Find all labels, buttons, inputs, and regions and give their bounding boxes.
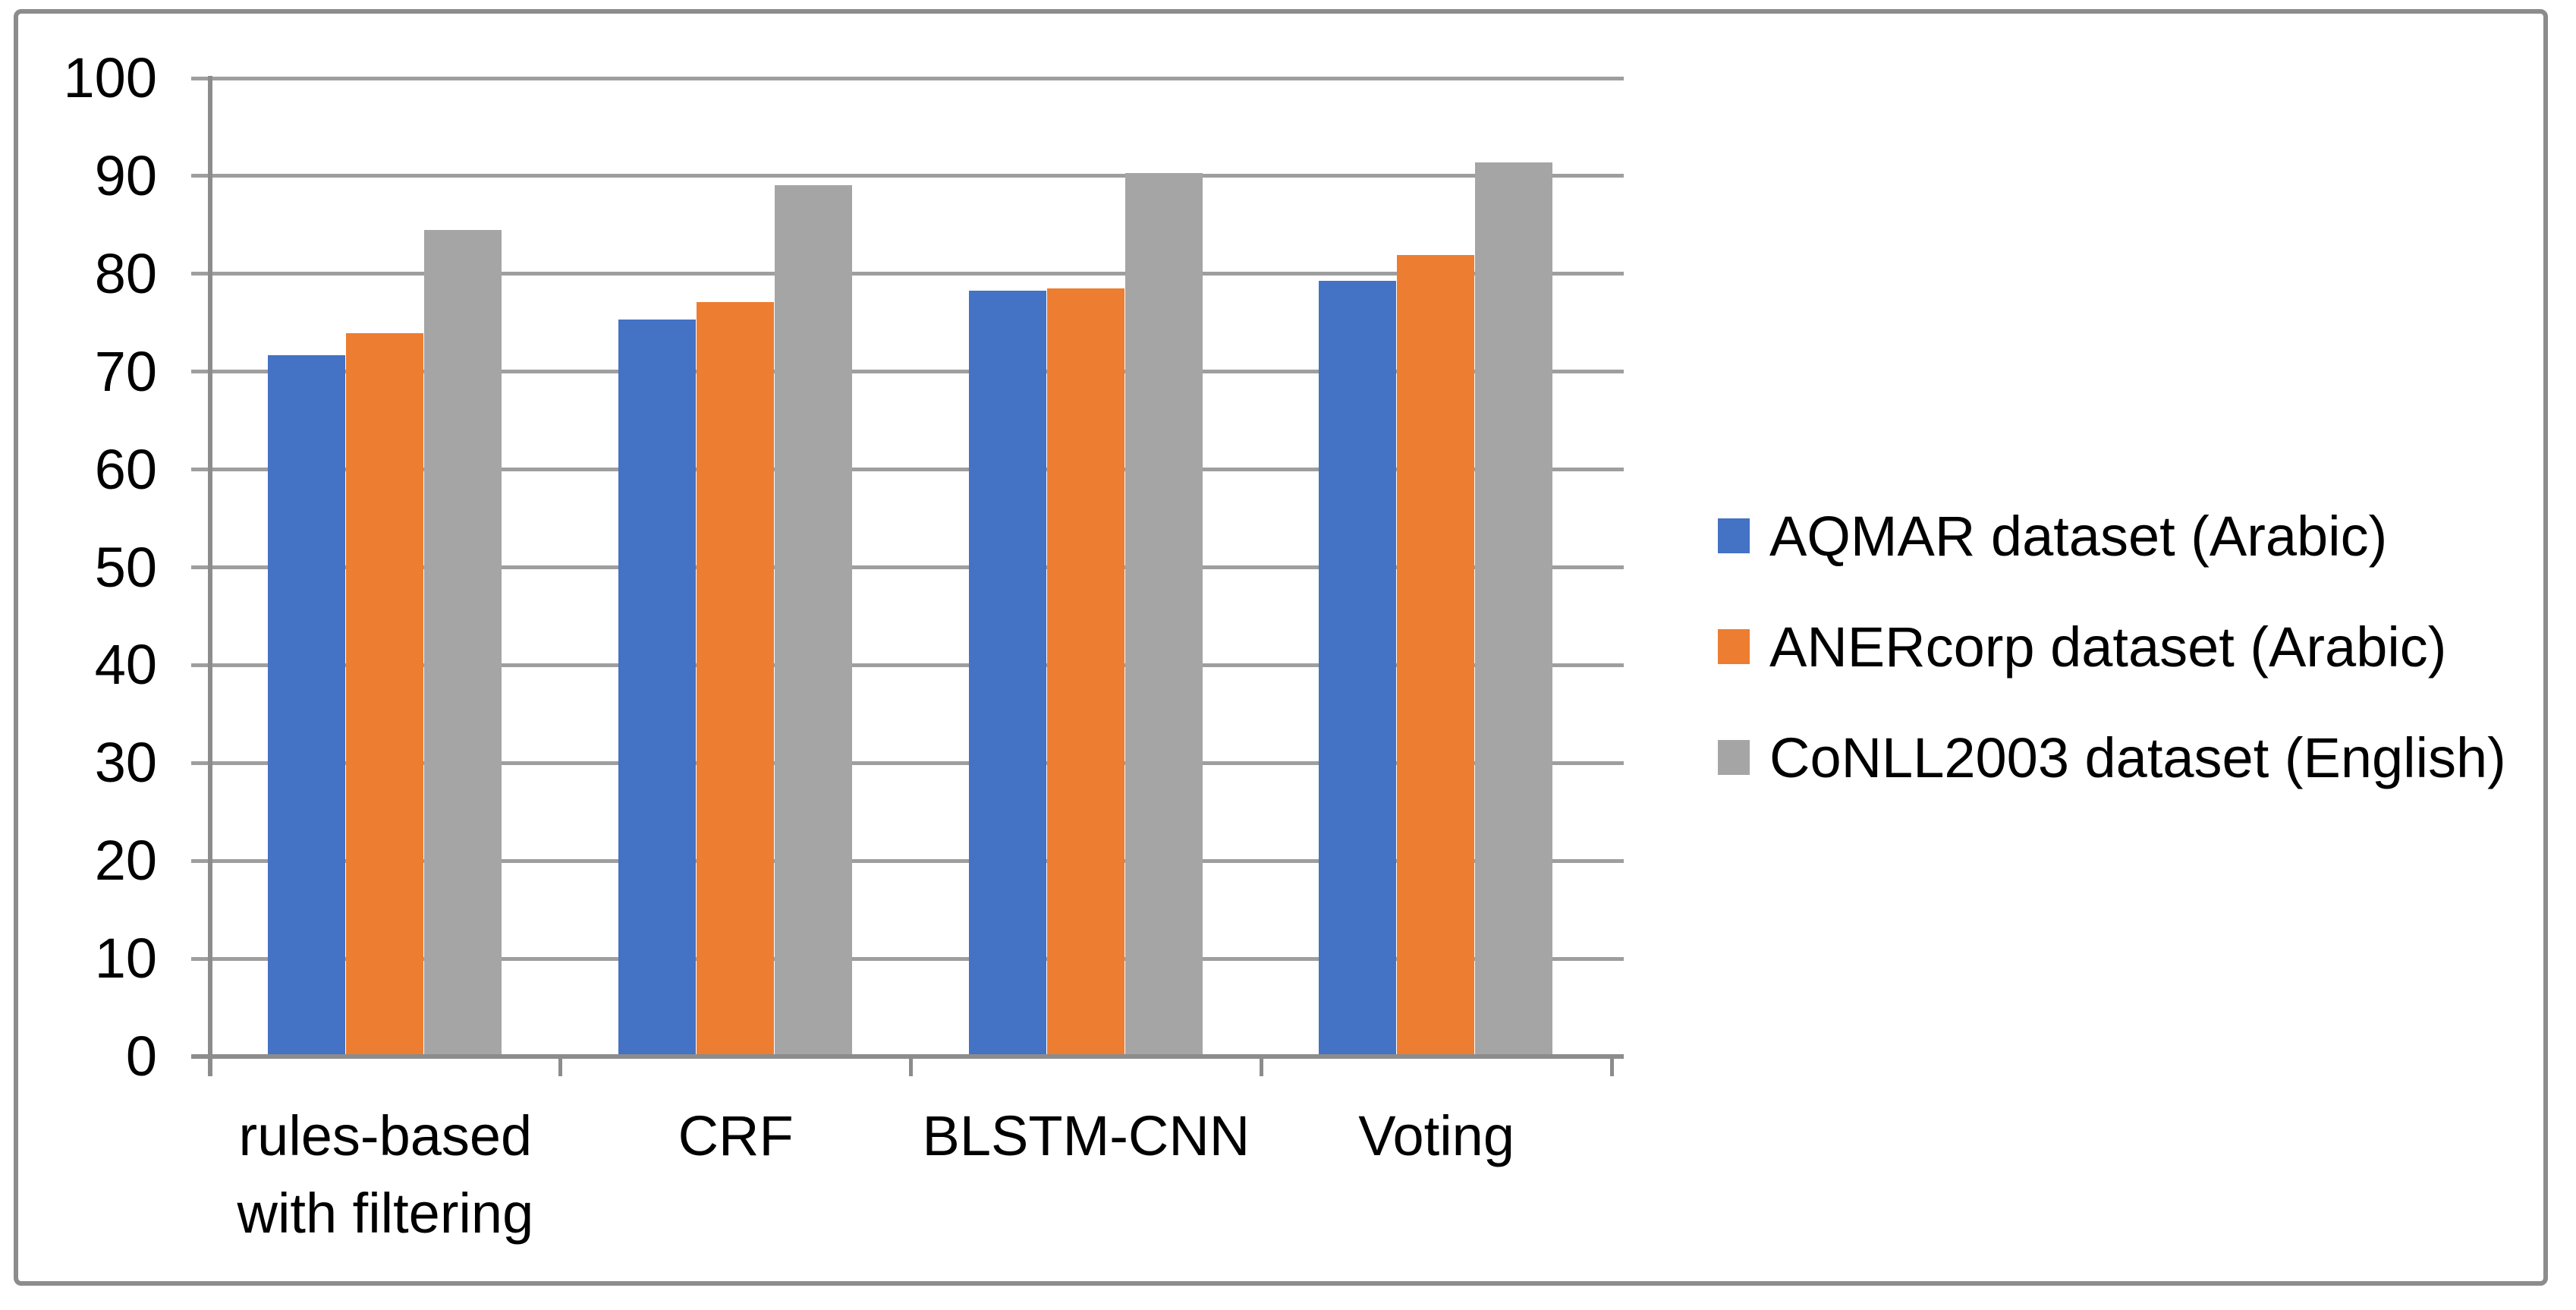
x-axis-tick-3 — [1259, 1057, 1263, 1076]
bar-anercorp-3 — [1046, 288, 1124, 1057]
bar-aqmar-1 — [268, 354, 345, 1057]
y-tick-label-30: 30 — [94, 731, 157, 795]
y-tick-label-10: 10 — [94, 927, 157, 990]
gridline-10 — [191, 956, 1624, 961]
y-tick-label-0: 0 — [125, 1025, 157, 1088]
bar-aqmar-2 — [618, 320, 696, 1057]
x-category-label-3: BLSTM-CNN — [922, 1104, 1250, 1167]
gridline-60 — [191, 468, 1624, 472]
bar-conll2003-4 — [1475, 162, 1553, 1057]
bar-aqmar-4 — [1319, 280, 1397, 1057]
x-axis-tick-1 — [558, 1057, 563, 1076]
legend-item-1: AQMAR dataset (Arabic) — [1718, 498, 2387, 574]
y-tick-label-50: 50 — [94, 535, 157, 599]
x-axis-line — [191, 1054, 1624, 1059]
y-tick-label-40: 40 — [94, 633, 157, 697]
legend-label: ANERcorp dataset (Arabic) — [1769, 615, 2447, 679]
bar-anercorp-2 — [696, 302, 774, 1057]
gridline-20 — [191, 858, 1624, 863]
y-tick-label-60: 60 — [94, 437, 157, 501]
bar-anercorp-1 — [346, 333, 423, 1057]
x-category-label-1: rules-based with filtering — [237, 1104, 534, 1245]
x-category-label-4: Voting — [1358, 1104, 1514, 1167]
legend-label: AQMAR dataset (Arabic) — [1769, 504, 2388, 568]
bar-anercorp-4 — [1397, 255, 1475, 1057]
y-tick-label-70: 70 — [94, 339, 157, 403]
x-axis-tick-2 — [909, 1057, 913, 1076]
bar-aqmar-3 — [968, 290, 1046, 1057]
gridline-70 — [191, 370, 1624, 374]
y-tick-label-20: 20 — [94, 829, 157, 893]
bar-conll2003-2 — [774, 184, 852, 1057]
legend-swatch-icon — [1718, 518, 1750, 553]
legend-label: CoNLL2003 dataset (English) — [1769, 726, 2506, 789]
gridline-80 — [191, 272, 1624, 276]
legend-item-2: ANERcorp dataset (Arabic) — [1718, 609, 2446, 685]
y-tick-label-80: 80 — [94, 241, 157, 305]
y-tick-label-100: 100 — [63, 46, 157, 109]
legend-swatch-icon — [1718, 740, 1750, 775]
gridline-30 — [191, 760, 1624, 765]
x-axis-tick-4 — [1609, 1057, 1614, 1076]
bar-conll2003-3 — [1124, 173, 1203, 1057]
bar-conll2003-1 — [424, 229, 502, 1057]
chart-border-frame — [14, 9, 2548, 1286]
x-axis-tick-0 — [208, 1057, 212, 1076]
gridline-50 — [191, 565, 1624, 569]
y-axis-line — [208, 76, 212, 1076]
gridline-90 — [191, 174, 1624, 178]
legend-item-3: CoNLL2003 dataset (English) — [1718, 720, 2506, 795]
legend-swatch-icon — [1718, 629, 1750, 664]
gridline-40 — [191, 663, 1624, 667]
y-tick-label-90: 90 — [94, 143, 157, 207]
gridline-100 — [191, 76, 1624, 80]
x-category-label-2: CRF — [678, 1104, 794, 1167]
